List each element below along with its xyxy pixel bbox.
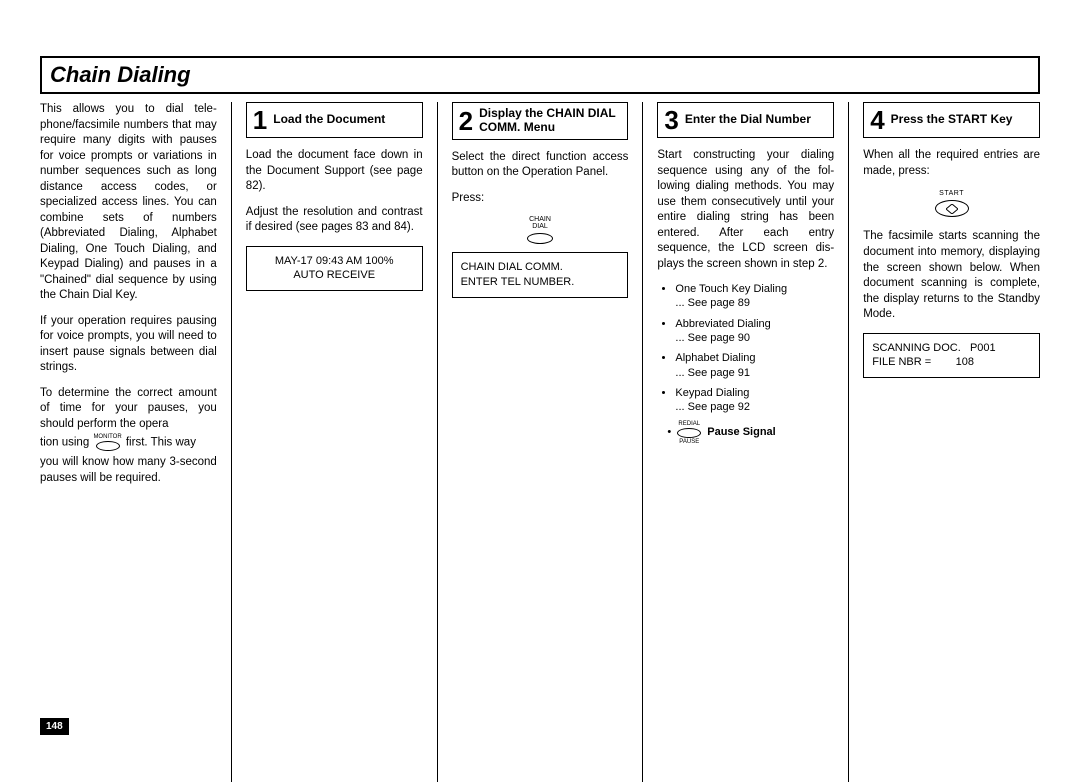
column-separator (642, 102, 643, 782)
dialing-methods-list: One Touch Key Dialing... See page 89 Abb… (657, 282, 834, 414)
step4-p2: The facsimile starts scanning the docume… (863, 229, 1040, 322)
column-separator (231, 102, 232, 782)
step1-lcd-line1: MAY-17 09:43 AM 100% (255, 254, 414, 269)
step4-p1: When all the required entries are made, … (863, 148, 1040, 179)
title-box: Chain Dialing (40, 56, 1040, 94)
step4-lcd: SCANNING DOC. P001 FILE NBR = 108 (863, 333, 1040, 379)
step2-lcd: CHAIN DIAL COMM. ENTER TEL NUMBER. (452, 252, 629, 298)
step3-column: 3 Enter the Dial Number Start constructi… (657, 102, 834, 782)
list-item: Keypad Dialing... See page 92 (675, 386, 834, 415)
step3-p1: Start constructing your dialing sequence… (657, 148, 834, 272)
step3-header: 3 Enter the Dial Number (657, 102, 834, 138)
intro-p4b: first. This way (123, 437, 196, 449)
list-item: One Touch Key Dialing... See page 89 (675, 282, 834, 311)
step3-title: Enter the Dial Number (685, 113, 811, 127)
list-item: Abbreviated Dialing... See page 90 (675, 317, 834, 346)
step1-p1: Load the document face down in the Docum… (246, 148, 423, 195)
monitor-label: MONITOR (93, 434, 121, 440)
chain-label-top: CHAIN (520, 216, 560, 223)
step2-lcd-line2: ENTER TEL NUMBER. (461, 275, 620, 290)
start-label: START (863, 189, 1040, 198)
intro-column: This allows you to dial tele­phone/facsi… (40, 102, 217, 782)
step1-lcd: MAY-17 09:43 AM 100% AUTO RECEIVE (246, 246, 423, 292)
step4-lcd-line2: FILE NBR = 108 (872, 355, 1031, 370)
content-columns: This allows you to dial tele­phone/facsi… (40, 102, 1040, 782)
page-title: Chain Dialing (50, 62, 1030, 88)
step4-column: 4 Press the START Key When all the requi… (863, 102, 1040, 782)
step2-number: 2 (459, 108, 473, 134)
intro-p1: This allows you to dial tele­phone/facsi… (40, 102, 217, 304)
page-number: 148 (40, 718, 69, 735)
chain-dial-button-icon: CHAIN DIAL (520, 216, 560, 244)
step4-title: Press the START Key (891, 113, 1013, 127)
step1-column: 1 Load the Document Load the document fa… (246, 102, 423, 782)
step1-header: 1 Load the Document (246, 102, 423, 138)
monitor-button-icon: MONITOR (92, 434, 122, 451)
chain-label-bot: DIAL (520, 223, 560, 230)
step2-p2: Press: (452, 191, 629, 207)
pause-signal-label: Pause Signal (707, 425, 775, 440)
step2-column: 2 Display the CHAIN DIAL COMM. Menu Sele… (452, 102, 629, 782)
step2-p1: Select the direct function access button… (452, 150, 629, 181)
intro-p4: tion using MONITOR first. This way (40, 434, 217, 451)
step3-body: Start constructing your dialing sequence… (657, 148, 834, 445)
redial-label-top: REDIAL (678, 421, 700, 427)
step4-number: 4 (870, 107, 884, 133)
step3-number: 3 (664, 107, 678, 133)
intro-p5: you will know how many 3-sec­ond pauses … (40, 455, 217, 486)
intro-p2: If your operation requires paus­ing for … (40, 314, 217, 376)
intro-p4a: tion using (40, 437, 92, 449)
column-separator (848, 102, 849, 782)
step2-header: 2 Display the CHAIN DIAL COMM. Menu (452, 102, 629, 140)
step4-header: 4 Press the START Key (863, 102, 1040, 138)
step1-title: Load the Document (273, 113, 385, 127)
step4-lcd-line1: SCANNING DOC. P001 (872, 341, 1031, 356)
redial-label-bot: PAUSE (679, 439, 699, 445)
step1-lcd-line2: AUTO RECEIVE (255, 268, 414, 283)
pause-signal-item: • REDIAL PAUSE Pause Signal (661, 421, 834, 446)
step1-body: Load the document face down in the Docum… (246, 148, 423, 291)
step2-title: Display the CHAIN DIAL COMM. Menu (479, 107, 621, 135)
start-button-icon: START (863, 189, 1040, 217)
step1-p2: Adjust the resolution and con­trast if d… (246, 205, 423, 236)
step4-body: When all the required entries are made, … (863, 148, 1040, 378)
manual-page: Chain Dialing This allows you to dial te… (0, 0, 1080, 763)
list-item: Alphabet Dialing... See page 91 (675, 351, 834, 380)
intro-p3: To determine the correct amount of time … (40, 386, 217, 433)
step2-lcd-line1: CHAIN DIAL COMM. (461, 260, 620, 275)
step2-body: Select the direct function access button… (452, 150, 629, 298)
column-separator (437, 102, 438, 782)
step1-number: 1 (253, 107, 267, 133)
redial-pause-button-icon: REDIAL PAUSE (677, 421, 701, 446)
